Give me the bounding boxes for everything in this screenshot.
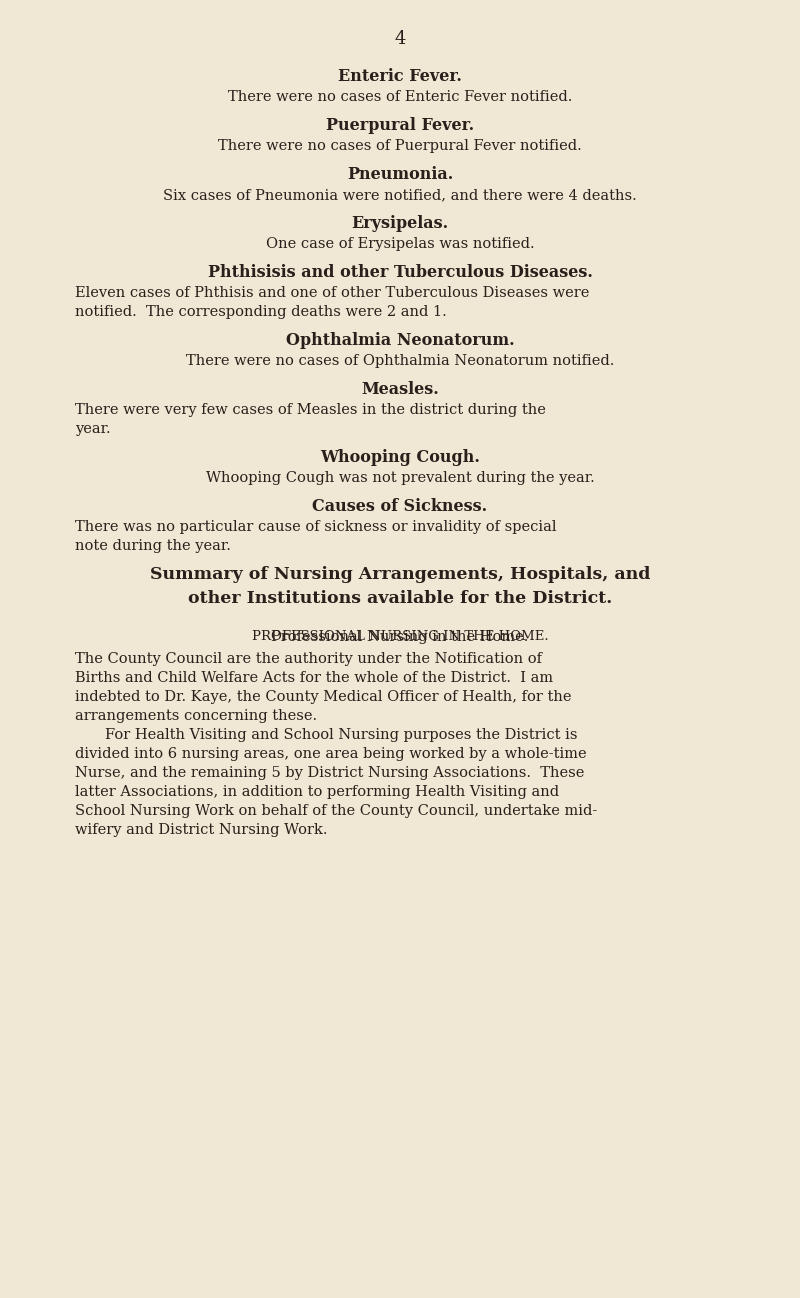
Text: arrangements concerning these.: arrangements concerning these. — [75, 709, 317, 723]
Text: latter Associations, in addition to performing Health Visiting and: latter Associations, in addition to perf… — [75, 785, 559, 800]
Text: Causes of Sickness.: Causes of Sickness. — [313, 498, 487, 515]
Text: The County Council are the authority under the Notification of: The County Council are the authority und… — [75, 652, 542, 666]
Text: Erysipelas.: Erysipelas. — [351, 215, 449, 232]
Text: Summary of Nursing Arrangements, Hospitals, and: Summary of Nursing Arrangements, Hospita… — [150, 566, 650, 583]
Text: notified.  The corresponding deaths were 2 and 1.: notified. The corresponding deaths were … — [75, 305, 446, 319]
Text: There were very few cases of Measles in the district during the: There were very few cases of Measles in … — [75, 402, 546, 417]
Text: Nurse, and the remaining 5 by District Nursing Associations.  These: Nurse, and the remaining 5 by District N… — [75, 766, 584, 780]
Text: indebted to Dr. Kaye, the County Medical Officer of Health, for the: indebted to Dr. Kaye, the County Medical… — [75, 691, 571, 704]
Text: wifery and District Nursing Work.: wifery and District Nursing Work. — [75, 823, 327, 837]
Text: For Health Visiting and School Nursing purposes the District is: For Health Visiting and School Nursing p… — [105, 728, 578, 742]
Text: other Institutions available for the District.: other Institutions available for the Dis… — [188, 591, 612, 607]
Text: Pneumonia.: Pneumonia. — [347, 166, 453, 183]
Text: Puerpural Fever.: Puerpural Fever. — [326, 117, 474, 134]
Text: note during the year.: note during the year. — [75, 539, 231, 553]
Text: 4: 4 — [394, 30, 406, 48]
Text: Enteric Fever.: Enteric Fever. — [338, 67, 462, 84]
Text: Phthisisis and other Tuberculous Diseases.: Phthisisis and other Tuberculous Disease… — [207, 263, 593, 280]
Text: Whooping Cough.: Whooping Cough. — [320, 449, 480, 466]
Text: Measles.: Measles. — [361, 382, 439, 398]
Text: There was no particular cause of sickness or invalidity of special: There was no particular cause of sicknes… — [75, 520, 557, 533]
Text: There were no cases of Puerpural Fever notified.: There were no cases of Puerpural Fever n… — [218, 139, 582, 153]
Text: divided into 6 nursing areas, one area being worked by a whole-time: divided into 6 nursing areas, one area b… — [75, 748, 586, 761]
Text: year.: year. — [75, 422, 110, 436]
Text: Professional Nursing in the Home.: Professional Nursing in the Home. — [271, 630, 529, 644]
Text: There were no cases of Ophthalmia Neonatorum notified.: There were no cases of Ophthalmia Neonat… — [186, 354, 614, 369]
Text: Births and Child Welfare Acts for the whole of the District.  I am: Births and Child Welfare Acts for the wh… — [75, 671, 553, 685]
Text: Whooping Cough was not prevalent during the year.: Whooping Cough was not prevalent during … — [206, 471, 594, 485]
Text: There were no cases of Enteric Fever notified.: There were no cases of Enteric Fever not… — [228, 90, 572, 104]
Text: One case of Erysipelas was notified.: One case of Erysipelas was notified. — [266, 238, 534, 251]
Text: Ophthalmia Neonatorum.: Ophthalmia Neonatorum. — [286, 332, 514, 349]
Text: Eleven cases of Phthisis and one of other Tuberculous Diseases were: Eleven cases of Phthisis and one of othe… — [75, 286, 590, 300]
Text: PROFESSIONAL NURSING IN THE HOME.: PROFESSIONAL NURSING IN THE HOME. — [252, 630, 548, 643]
Text: Six cases of Pneumonia were notified, and there were 4 deaths.: Six cases of Pneumonia were notified, an… — [163, 188, 637, 202]
Text: School Nursing Work on behalf of the County Council, undertake mid-: School Nursing Work on behalf of the Cou… — [75, 803, 598, 818]
